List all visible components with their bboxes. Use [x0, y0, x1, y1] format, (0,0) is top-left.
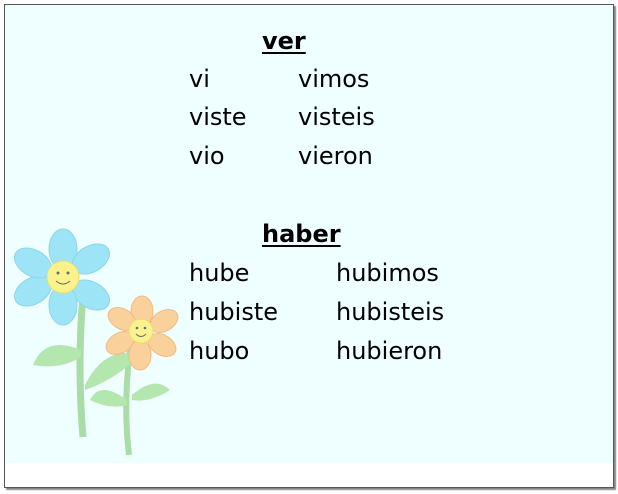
- flower-decoration: [14, 228, 179, 456]
- section-title: haber: [262, 220, 341, 248]
- verb-form: visteis: [298, 103, 375, 131]
- verb-form: hube: [189, 259, 250, 287]
- slide-background: [5, 5, 613, 463]
- section-title: ver: [262, 27, 306, 55]
- verb-form: hubimos: [336, 259, 439, 287]
- verb-form: vimos: [298, 65, 370, 93]
- verb-form: hubisteis: [336, 298, 445, 326]
- verb-form: hubiste: [189, 298, 279, 326]
- verb-form: viste: [189, 103, 247, 131]
- verb-form: hubo: [189, 337, 250, 365]
- verb-form: vieron: [298, 142, 373, 170]
- slide: ver vi vimos viste visteis vio vieron ha…: [4, 4, 614, 488]
- verb-form: vi: [189, 65, 210, 93]
- verb-form: vio: [189, 142, 225, 170]
- verb-form: hubieron: [336, 337, 443, 365]
